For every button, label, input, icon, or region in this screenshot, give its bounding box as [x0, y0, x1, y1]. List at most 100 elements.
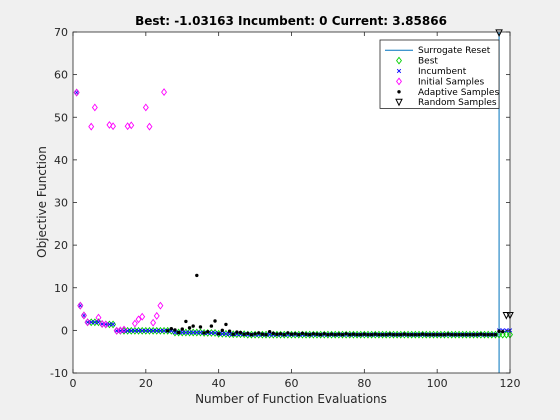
data-point	[153, 311, 160, 320]
data-point	[388, 332, 392, 336]
data-point	[235, 330, 239, 334]
data-point	[501, 329, 505, 334]
data-point	[260, 332, 265, 336]
data-point	[475, 332, 479, 337]
y-axis-label: Objective Function	[35, 146, 49, 258]
data-point	[337, 332, 341, 336]
data-point	[373, 332, 377, 336]
data-point	[329, 332, 334, 336]
data-point	[384, 332, 388, 337]
data-point	[202, 331, 206, 335]
y-tick-label: 30	[54, 197, 68, 210]
y-tick-label: 50	[54, 111, 68, 124]
data-point	[431, 332, 436, 337]
data-point	[333, 332, 337, 337]
data-point	[275, 332, 279, 336]
data-point	[391, 332, 396, 337]
data-point	[129, 328, 134, 333]
data-point	[460, 332, 465, 337]
legend-entry: Best	[418, 57, 438, 67]
data-point	[297, 332, 301, 337]
data-point	[135, 315, 142, 324]
data-point	[267, 329, 272, 334]
data-point	[267, 332, 272, 337]
x-tick-label: 0	[70, 377, 77, 390]
data-point	[242, 332, 246, 336]
data-point	[173, 328, 177, 332]
data-point	[424, 332, 428, 337]
data-point	[216, 332, 221, 336]
data-point	[132, 328, 138, 333]
y-tick-label: 0	[61, 324, 68, 337]
data-point	[497, 329, 501, 333]
legend-entry: Incumbent	[418, 67, 467, 77]
data-point	[131, 319, 138, 328]
legend-marker-icon	[396, 56, 402, 65]
data-point	[176, 330, 181, 335]
data-point	[136, 328, 141, 333]
data-point	[73, 88, 80, 97]
data-point	[369, 332, 374, 337]
data-point	[107, 322, 112, 327]
data-point	[206, 329, 210, 334]
data-point	[110, 122, 117, 131]
data-point	[486, 332, 490, 337]
data-point	[340, 332, 345, 337]
data-point	[147, 328, 152, 333]
data-point	[420, 332, 425, 336]
data-point	[479, 332, 483, 336]
data-point	[402, 332, 407, 336]
data-point	[471, 332, 476, 337]
data-point	[271, 331, 275, 336]
data-point	[257, 331, 261, 335]
data-point	[450, 332, 454, 337]
data-point	[121, 325, 127, 334]
legend-entry: Random Samples	[418, 98, 497, 108]
data-point	[106, 120, 113, 129]
data-point	[161, 88, 168, 97]
data-point	[91, 103, 98, 112]
data-point	[184, 319, 188, 324]
data-point	[439, 332, 443, 337]
data-point	[502, 311, 511, 320]
x-tick-label: 20	[139, 377, 153, 390]
data-point	[249, 332, 254, 337]
y-tick-label: 20	[54, 239, 68, 252]
data-point	[253, 332, 257, 336]
data-point	[223, 331, 229, 336]
data-point	[289, 332, 294, 336]
data-point	[231, 332, 235, 336]
data-point	[395, 332, 399, 337]
data-point	[89, 320, 94, 325]
data-point	[304, 332, 308, 336]
data-point	[293, 332, 297, 336]
legend-entry: Adaptive Samples	[418, 88, 499, 98]
data-point	[102, 320, 109, 329]
data-point	[140, 328, 145, 333]
data-point	[355, 332, 359, 337]
data-point	[80, 311, 87, 320]
y-tick-label: 70	[54, 26, 68, 39]
data-point	[308, 332, 312, 337]
data-point	[165, 329, 170, 333]
data-point	[227, 332, 232, 337]
data-point	[198, 325, 203, 329]
x-tick-label: 60	[285, 377, 299, 390]
data-point	[351, 332, 356, 336]
data-point	[110, 322, 116, 327]
data-point	[428, 332, 432, 337]
data-point	[322, 332, 326, 336]
data-point	[220, 331, 225, 336]
data-point	[191, 324, 195, 328]
data-point	[435, 332, 439, 337]
x-tick-label: 100	[427, 377, 448, 390]
data-point	[495, 29, 503, 37]
data-point	[150, 318, 157, 327]
data-point	[139, 312, 146, 321]
y-tick-label: 40	[54, 154, 68, 167]
legend-marker-icon	[397, 90, 401, 94]
data-point	[142, 103, 149, 112]
data-point	[212, 330, 218, 336]
